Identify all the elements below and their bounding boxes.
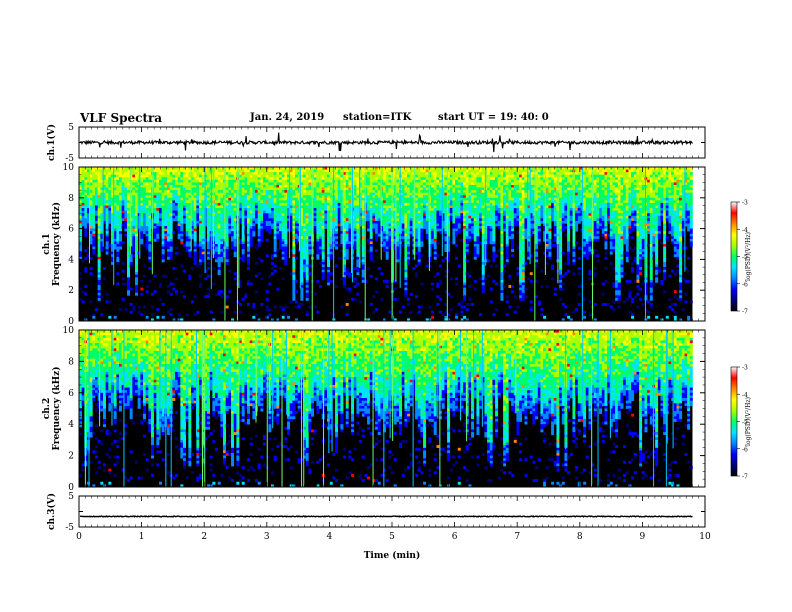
y-tick-label: -5 [65, 523, 74, 533]
y-tick-label: 2 [68, 452, 74, 462]
colorbar-tick-label: -4 [742, 227, 748, 234]
x-tick-label: 10 [699, 532, 711, 542]
x-tick-label: 3 [264, 532, 270, 542]
ch1-spectrogram-colorbar-label: log(PSD)(V²/Hz) [745, 232, 752, 281]
colorbar-tick-label: -5 [742, 254, 748, 261]
y-tick-label: 5 [68, 492, 74, 502]
x-tick-label: 5 [389, 532, 395, 542]
colorbar-tick-label: -6 [742, 281, 748, 288]
y-tick-label: 0 [68, 317, 74, 327]
chart-title: VLF Spectra [80, 111, 163, 125]
colorbar-tick-label: -5 [742, 419, 748, 426]
ch3-waveform-trace [79, 515, 693, 518]
x-tick-label: 8 [577, 532, 583, 542]
ch2-spectrogram-colorbar [730, 366, 738, 477]
y-tick-label: 5 [68, 123, 74, 133]
ch2-spectrogram-ylabel: Frequency (kHz) [51, 366, 62, 450]
y-tick-label: 8 [68, 194, 74, 204]
ch2-spectrogram-cells [79, 330, 693, 488]
ch3-waveform-ylabel: ch.3(V) [46, 493, 57, 530]
ch1-spectrogram-ylabel: Frequency (kHz) [51, 202, 62, 286]
colorbar-tick-label: -6 [742, 446, 748, 453]
colorbar-tick-label: -7 [742, 474, 748, 481]
y-tick-label: -5 [65, 154, 74, 164]
ch1-waveform-trace [79, 132, 693, 153]
y-tick-label: 6 [68, 225, 74, 235]
x-tick-label: 9 [640, 532, 646, 542]
colorbar-tick-label: -3 [742, 200, 748, 207]
date-label: Jan. 24, 2019 [250, 112, 325, 123]
y-tick-label: 4 [68, 420, 74, 430]
x-tick-label: 7 [514, 532, 520, 542]
y-tick-label: 0 [68, 483, 74, 493]
colorbar-tick-label: -4 [742, 392, 748, 399]
ch2-spectrogram-ylabel: ch.2 [42, 398, 52, 419]
y-tick-label: 6 [68, 389, 74, 399]
x-tick-label: 4 [327, 532, 333, 542]
ch1-waveform-ylabel: ch.1(V) [46, 124, 57, 161]
start-time-label: start UT = 19: 40: 0 [438, 112, 549, 123]
ch1-spectrogram-ylabel: ch.1 [42, 233, 52, 254]
y-tick-label: 2 [68, 286, 74, 296]
ch1-spectrogram-colorbar [730, 201, 738, 312]
colorbar-tick-label: -7 [742, 309, 748, 316]
x-tick-label: 0 [76, 532, 82, 542]
colorbar-tick-label: -3 [742, 365, 748, 372]
x-tick-label: 2 [201, 532, 207, 542]
y-tick-label: 8 [68, 357, 74, 367]
ch1-spectrogram-cells [79, 167, 693, 322]
x-tick-label: 1 [139, 532, 145, 542]
y-tick-label: 10 [63, 326, 75, 336]
y-tick-label: 4 [68, 255, 74, 265]
station-label: station=ITK [343, 112, 412, 123]
x-axis-label: Time (min) [364, 550, 421, 561]
y-tick-label: 10 [63, 163, 75, 173]
x-tick-label: 6 [452, 532, 458, 542]
ch2-spectrogram-colorbar-label: log(PSD)(V²/Hz) [745, 397, 752, 446]
